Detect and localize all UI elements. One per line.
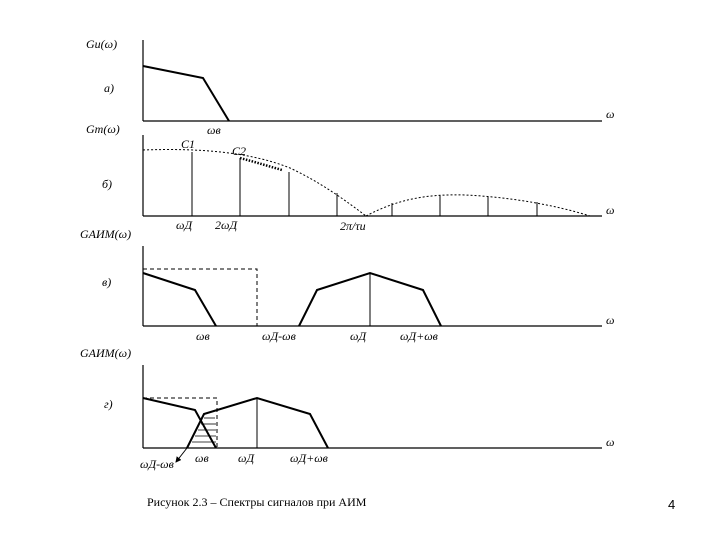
panel-b-envelope-main-lobe	[142, 149, 367, 217]
panel-c-tick-4: ωД+ωв	[400, 329, 438, 343]
panel-d-tag: г)	[104, 397, 113, 411]
panel-b-tag: б)	[102, 177, 112, 191]
panel-b-ylabel: Gт(ω)	[86, 122, 120, 136]
panel-b-tick-3: 2π/τи	[340, 219, 366, 233]
panel-a: Gи(ω) а) ω ωв	[86, 37, 614, 137]
panel-b-envelope-side-lobe	[365, 194, 591, 217]
panel-c-omega-label: ω	[606, 313, 614, 327]
panel-d: GАИМ(ω) г) ω ωД-ωв ωв ωД ωД+ωв	[80, 346, 614, 471]
panel-a-omega-label: ω	[606, 107, 614, 121]
panel-c-tag: в)	[102, 275, 111, 289]
page-number: 4	[668, 497, 675, 512]
panel-b-c1-label: C1	[181, 137, 195, 151]
panel-d-ylabel: GАИМ(ω)	[80, 346, 131, 360]
panel-a-ylabel: Gи(ω)	[86, 37, 117, 51]
panel-b-tick-1: ωД	[176, 218, 193, 232]
panel-a-spectrum-curve	[142, 65, 230, 122]
panel-d-arrow	[175, 447, 188, 463]
panel-c-tick-2: ωД-ωв	[262, 329, 296, 343]
panel-b-tick-2: 2ωД	[215, 218, 238, 232]
panel-d-tick-3: ωД	[238, 451, 255, 465]
panel-c-tick-3: ωД	[350, 329, 367, 343]
panel-d-omega-label: ω	[606, 435, 614, 449]
panel-c: GАИМ(ω) в) ω ωв ωД-ωв ωД ωД+ωв	[80, 227, 614, 343]
panel-b-c2-label: C2	[232, 144, 246, 158]
panel-c-ylabel: GАИМ(ω)	[80, 227, 131, 241]
panel-d-tick-1: ωД-ωв	[140, 457, 174, 471]
panel-d-baseband-spectrum	[142, 397, 217, 449]
panel-d-tick-4: ωД+ωв	[290, 451, 328, 465]
panel-d-ideal-filter	[143, 397, 218, 448]
panel-a-omega-b-label: ωв	[207, 123, 221, 137]
panel-d-tick-2: ωв	[195, 451, 209, 465]
panel-c-baseband-spectrum	[142, 272, 217, 327]
panel-c-tick-1: ωв	[196, 329, 210, 343]
panel-b-envelope-bold-segment	[239, 156, 283, 172]
panel-a-tag: а)	[104, 81, 114, 95]
panel-b: Gт(ω) б) C1 C2 ω ωД 2ωД 2π/τи	[86, 122, 614, 233]
panel-c-ideal-filter	[143, 268, 258, 326]
figure-caption: Рисунок 2.3 – Спектры сигналов при АИМ	[147, 495, 367, 509]
panel-b-omega-label: ω	[606, 203, 614, 217]
